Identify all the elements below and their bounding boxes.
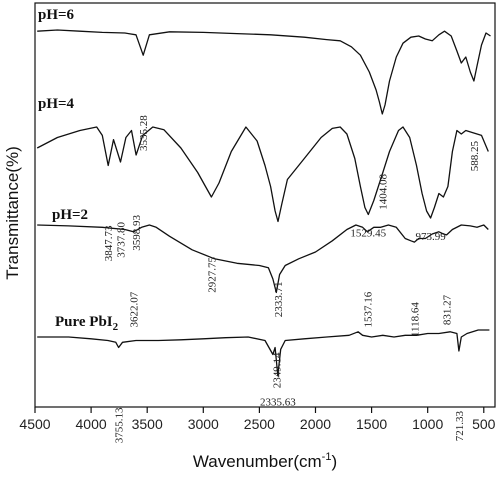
x-axis-ticks xyxy=(34,407,485,413)
peak-label: 3847.73 xyxy=(103,225,115,261)
peak-labels: 3535.28 1404.08 588.25 3847.73 3737.80 3598.9… xyxy=(103,115,481,444)
plot-frame xyxy=(34,2,496,408)
spectrum-label-text: Pure PbI xyxy=(55,314,113,330)
peak-label: 2333.71 xyxy=(273,282,285,318)
x-axis-title: Wavenumber(cm-1) xyxy=(193,451,337,471)
peak-label: 2335.63 xyxy=(260,397,296,409)
x-tick-label: 4000 xyxy=(76,416,107,432)
peak-label: 831.27 xyxy=(442,294,454,325)
peak-label: 1529.45 xyxy=(350,228,386,240)
x-axis-title-text: Wavenumber(cm xyxy=(193,452,322,471)
peak-label: 3755.13 xyxy=(114,407,126,443)
x-tick-label: 2000 xyxy=(300,416,331,432)
peak-label: 2927.75 xyxy=(206,257,218,293)
y-axis-title: Transmittance(%) xyxy=(3,146,22,280)
spectra-lines xyxy=(36,29,491,377)
spectrum-label: pH=2 xyxy=(52,207,88,223)
peak-label: 3622.07 xyxy=(129,291,141,327)
x-tick-label: 2500 xyxy=(244,416,275,432)
peak-label: 973.99 xyxy=(415,231,446,243)
peak-label: 3737.80 xyxy=(116,222,128,258)
spectrum-line xyxy=(36,126,489,223)
x-tick-label: 3500 xyxy=(132,416,163,432)
peak-label: 588.25 xyxy=(469,141,481,172)
spectrum-line xyxy=(37,224,489,294)
x-tick-label: 3000 xyxy=(188,416,219,432)
spectrum-line xyxy=(37,29,491,115)
spectrum-label: pH=4 xyxy=(38,96,75,112)
spectrum-labels: pH=6 pH=4 pH=2 Pure PbI2 xyxy=(38,7,119,333)
peak-label: 1118.64 xyxy=(409,302,421,337)
spectrum-line xyxy=(37,329,490,377)
spectrum-label-text: pH=2 xyxy=(52,207,88,223)
spectrum-label: Pure PbI2 xyxy=(55,314,119,333)
spectrum-label-subscript: 2 xyxy=(113,321,119,333)
peak-label: 2349.14 xyxy=(271,352,283,388)
spectrum-label-text: pH=6 xyxy=(38,7,75,23)
peak-label: 721.33 xyxy=(454,411,466,442)
spectrum-label-text: pH=4 xyxy=(38,96,75,112)
x-tick-label: 500 xyxy=(472,416,496,432)
x-axis-tick-labels: 4500 4000 3500 3000 2500 2000 1500 1000 500 xyxy=(19,416,495,432)
peak-label: 1537.16 xyxy=(362,291,374,327)
spectrum-label: pH=6 xyxy=(38,7,75,23)
x-tick-label: 1500 xyxy=(356,416,387,432)
x-tick-label: 4500 xyxy=(19,416,50,432)
peak-label: 3598.93 xyxy=(131,215,143,251)
x-axis-title-superscript: -1 xyxy=(322,451,332,463)
peak-label: 3535.28 xyxy=(138,115,150,151)
peak-label: 1404.08 xyxy=(377,174,389,210)
x-tick-label: 1000 xyxy=(412,416,443,432)
x-axis-title-close: ) xyxy=(331,452,337,471)
